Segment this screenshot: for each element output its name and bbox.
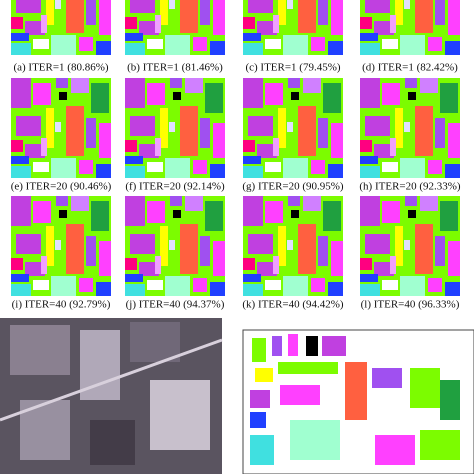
classification-map (11, 0, 111, 55)
classification-map (243, 78, 343, 178)
panel-caption: (a) ITER=1 (80.86%) (13, 62, 108, 74)
panel-caption: (d) ITER=1 (82.42%) (362, 62, 458, 74)
panel-caption: (h) ITER=20 (92.33%) (359, 181, 461, 193)
classification-map (125, 196, 225, 296)
panel-caption: (g) ITER=20 (90.95%) (242, 181, 344, 193)
classification-map (125, 78, 225, 178)
ground-truth-map (242, 329, 474, 474)
classification-map (243, 196, 343, 296)
panel-caption: (j) ITER=40 (94.37%) (126, 299, 225, 311)
panel-caption: (b) ITER=1 (81.46%) (127, 62, 223, 74)
panel-caption: (f) ITER=20 (92.14%) (125, 181, 225, 193)
classification-map (243, 0, 343, 55)
panel-caption: (k) ITER=40 (94.42%) (242, 299, 344, 311)
classification-map (360, 0, 460, 55)
panel-grid: (a) ITER=1 (80.86%) (b) ITER=1 (81.46%) (c… (11, 0, 461, 311)
panel-caption: (e) ITER=20 (90.46%) (11, 181, 112, 193)
panel-caption: (l) ITER=40 (96.33%) (361, 299, 460, 311)
satellite-image (0, 318, 223, 474)
classification-map (11, 78, 111, 178)
panel-caption: (i) ITER=40 (92.79%) (12, 299, 111, 311)
classification-map (125, 0, 225, 55)
classification-map (360, 196, 460, 296)
panel-caption: (c) ITER=1 (79.45%) (245, 62, 340, 74)
classification-map (11, 196, 111, 296)
classification-map (360, 78, 460, 178)
